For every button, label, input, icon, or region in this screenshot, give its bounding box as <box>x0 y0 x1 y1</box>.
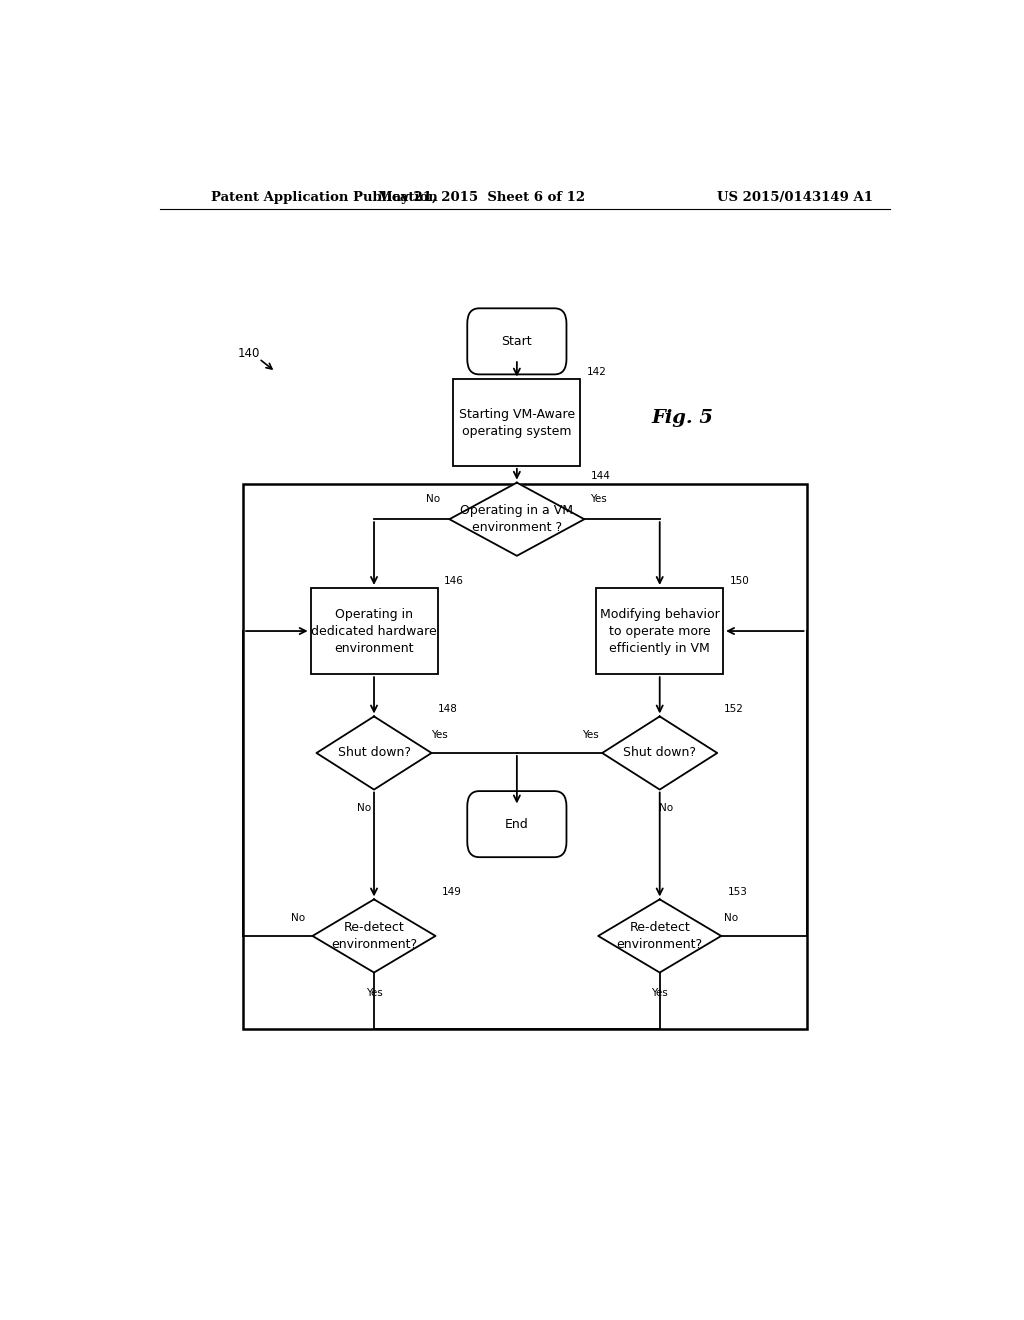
Bar <box>243 483 807 1030</box>
FancyBboxPatch shape <box>467 309 566 375</box>
Text: 149: 149 <box>442 887 462 898</box>
Text: 140: 140 <box>238 347 260 360</box>
Text: Shut down?: Shut down? <box>338 747 411 759</box>
Polygon shape <box>316 717 431 789</box>
Text: Yes: Yes <box>590 494 607 504</box>
Text: Yes: Yes <box>582 730 599 739</box>
Text: 152: 152 <box>724 705 743 714</box>
Text: 150: 150 <box>729 576 750 586</box>
Text: 146: 146 <box>443 576 464 586</box>
Text: US 2015/0143149 A1: US 2015/0143149 A1 <box>717 190 872 203</box>
FancyBboxPatch shape <box>467 791 566 857</box>
Text: May 21, 2015  Sheet 6 of 12: May 21, 2015 Sheet 6 of 12 <box>378 190 585 203</box>
Text: Shut down?: Shut down? <box>624 747 696 759</box>
Text: 144: 144 <box>591 471 610 480</box>
Text: 153: 153 <box>728 887 748 898</box>
Text: 142: 142 <box>587 367 606 378</box>
Text: Modifying behavior
to operate more
efficiently in VM: Modifying behavior to operate more effic… <box>600 607 720 655</box>
Text: Patent Application Publication: Patent Application Publication <box>211 190 438 203</box>
Text: No: No <box>724 912 738 923</box>
Text: No: No <box>426 494 440 504</box>
Text: Re-detect
environment?: Re-detect environment? <box>616 921 702 950</box>
Polygon shape <box>312 899 435 973</box>
Text: Starting VM-Aware
operating system: Starting VM-Aware operating system <box>459 408 574 438</box>
Bar <box>454 379 581 466</box>
Text: Re-detect
environment?: Re-detect environment? <box>331 921 417 950</box>
Bar <box>596 587 723 675</box>
Text: Operating in
dedicated hardware
environment: Operating in dedicated hardware environm… <box>311 607 437 655</box>
Text: Start: Start <box>502 335 532 348</box>
Text: No: No <box>659 803 673 813</box>
Polygon shape <box>450 483 585 556</box>
Polygon shape <box>598 899 721 973</box>
Text: End: End <box>505 817 528 830</box>
Text: Yes: Yes <box>651 987 668 998</box>
Text: No: No <box>291 912 305 923</box>
Text: Yes: Yes <box>431 730 447 739</box>
Text: Operating in a VM
environment ?: Operating in a VM environment ? <box>461 504 573 535</box>
Text: Yes: Yes <box>366 987 382 998</box>
Polygon shape <box>602 717 717 789</box>
Text: No: No <box>357 803 372 813</box>
Text: 148: 148 <box>438 705 458 714</box>
Text: Fig. 5: Fig. 5 <box>652 409 714 426</box>
Bar <box>310 587 437 675</box>
